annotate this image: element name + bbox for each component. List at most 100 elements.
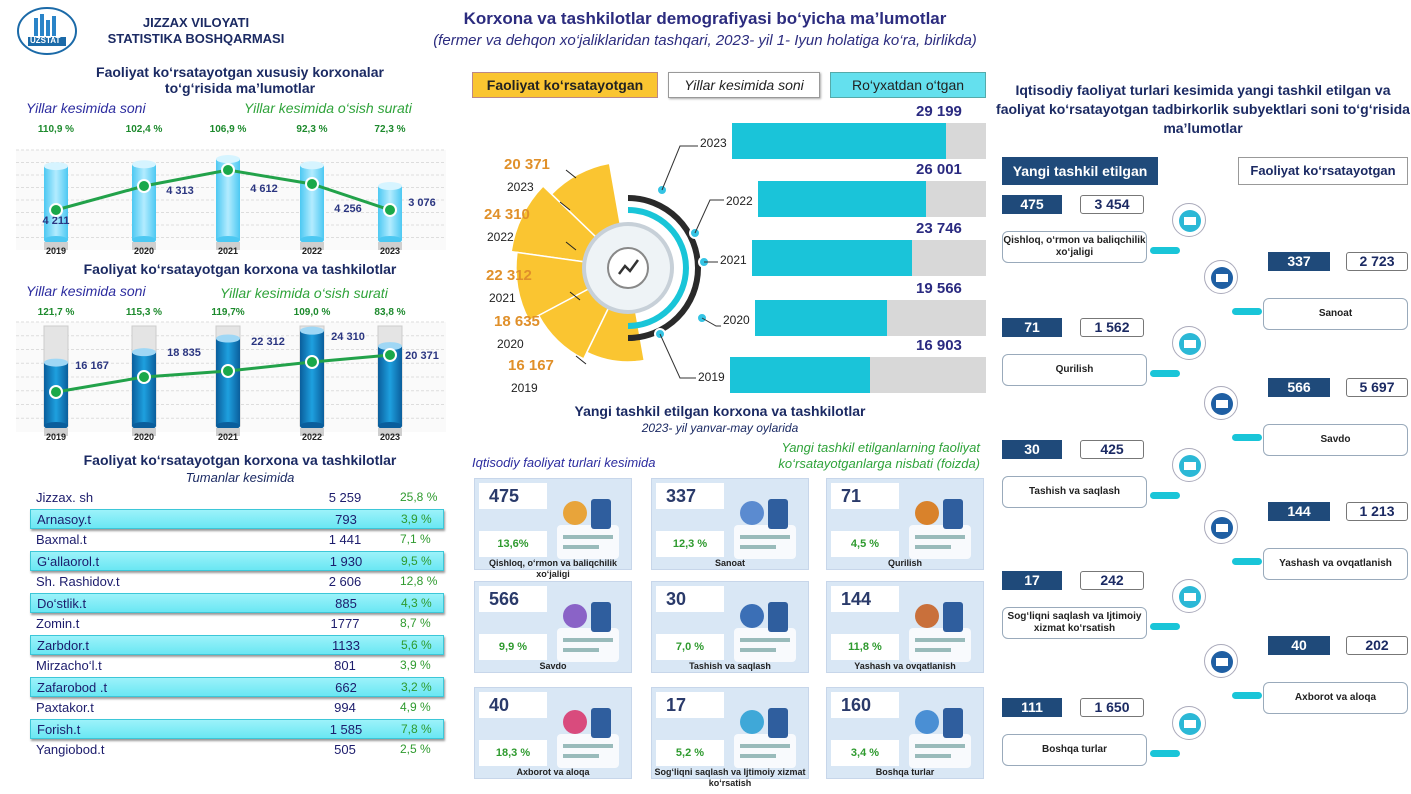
district-row: Baxmal.t 1 441 7,1 %: [30, 530, 444, 550]
card-percent: 11,8 %: [831, 634, 899, 660]
value-label: 24 310: [331, 331, 365, 343]
sector-card: 475 13,6%: [474, 478, 632, 570]
bar-2022: [300, 330, 324, 426]
district-share: 3,9 %: [401, 512, 432, 526]
registered-value: 23 746: [916, 220, 962, 237]
bar-year: 2021: [718, 253, 749, 267]
bar-top: [216, 334, 240, 343]
district-name: Arnasoy.t: [37, 512, 91, 527]
district-row: Arnasoy.t 793 3,9 %: [30, 509, 444, 529]
growth-label: 102,4 %: [126, 124, 163, 135]
active-value: 20 371: [504, 156, 550, 173]
bar-top: [378, 182, 402, 191]
district-share: 7,8 %: [401, 722, 432, 736]
card-percent: 5,2 %: [656, 740, 724, 766]
growth-label: 121,7 %: [38, 307, 75, 318]
growth-point: [137, 370, 151, 384]
growth-label: 72,3 %: [374, 124, 405, 135]
tag-active: Faoliyat ko‘rsatayotgan: [472, 72, 658, 98]
sector-label-box: Qurilish: [1002, 354, 1147, 386]
card-percent: 13,6%: [479, 531, 547, 557]
district-value: 1133: [332, 638, 360, 653]
active-count: 2 723: [1346, 252, 1408, 271]
card-label: Qishloq, o‘rmon va baliqchilik xo‘jaligi: [488, 558, 618, 579]
sector-card: 17 5,2 %: [651, 687, 809, 779]
logo-text: UZSTAT: [30, 36, 61, 45]
year-plate: [300, 428, 324, 436]
new-count: 40: [1268, 636, 1330, 655]
bar-top: [132, 348, 156, 357]
accent-pill: [1150, 370, 1180, 377]
right-caption-2: ko‘rsatayotganlarga nisbati (foizda): [778, 456, 980, 471]
value-label: 4 612: [250, 183, 278, 195]
sector-label-box: Qishloq, o‘rmon va baliqchilik xo‘jaligi: [1002, 231, 1147, 263]
card-label: Qurilish: [887, 558, 922, 568]
value-label: 22 312: [251, 336, 285, 348]
accent-pill: [1232, 308, 1262, 315]
year-plate: [216, 242, 240, 250]
tag-active-right: Faoliyat ko‘rsatayotgan: [1238, 157, 1408, 185]
card-percent: 3,4 %: [831, 740, 899, 766]
card-number: 30: [656, 586, 724, 612]
year-plate: [378, 428, 402, 436]
district-share: 4,3 %: [401, 596, 432, 610]
label-tick: [569, 291, 581, 301]
active-chart-left-label: Yillar kesimida soni: [26, 283, 146, 299]
growth-label: 110,9 %: [38, 124, 74, 135]
accent-pill: [1150, 623, 1180, 630]
registered-bar-2021: [752, 240, 913, 276]
district-share: 2,5 %: [400, 742, 431, 756]
active-chart-title: Faoliyat ko‘rsatayotgan korxona va tashk…: [83, 261, 397, 277]
sector-card: 71 4,5 %: [826, 478, 984, 570]
private-chart-right-label: Yillar kesimida o‘sish surati: [244, 100, 412, 116]
value-label: 16 167: [75, 360, 109, 372]
new-count: 111: [1002, 698, 1062, 717]
right-caption: Yangi tashkil etilganlarning faoliyat ko…: [740, 440, 980, 472]
bar-top: [378, 342, 402, 351]
accent-pill: [1232, 434, 1262, 441]
active-count: 1 562: [1080, 318, 1144, 337]
new-section-sub: 2023- yil yanvar-may oylarida: [641, 421, 799, 435]
value-label: 18 835: [167, 347, 201, 359]
district-share: 12,8 %: [400, 574, 438, 588]
growth-label: 92,3 %: [296, 124, 327, 135]
district-name: Yangiobod.t: [36, 742, 105, 757]
card-percent: 12,3 %: [656, 531, 724, 557]
district-value: 505: [334, 742, 356, 757]
sector-illustration-icon: [726, 588, 804, 668]
tag-registered: Ro‘yxatdan o‘tgan: [830, 72, 986, 98]
health-icon: [1172, 579, 1206, 613]
district-row: Do‘stlik.t 885 4,3 %: [30, 593, 444, 613]
district-share: 5,6 %: [401, 638, 432, 652]
district-name: Baxmal.t: [36, 532, 87, 547]
year-label: 2023: [380, 432, 400, 442]
connector-line: [661, 145, 700, 191]
dining-icon: [1204, 510, 1238, 544]
district-share: 25,8 %: [400, 490, 438, 504]
active-year: 2021: [489, 291, 516, 305]
new-count: 71: [1002, 318, 1062, 337]
active-count: 1 213: [1346, 502, 1408, 521]
sector-card: 566 9,9 %: [474, 581, 632, 673]
right-title: Iqtisodiy faoliyat turlari kesimida yang…: [996, 82, 1410, 136]
bar-2021: [216, 338, 240, 426]
district-value: 1 585: [329, 722, 363, 737]
active-chart: 2019 121,7 % 16 167 2020 115,3 % 18 835 2021 11…: [16, 307, 446, 442]
active-count: 242: [1080, 571, 1144, 590]
active-value: 16 167: [508, 357, 554, 374]
bar-2022: [300, 165, 324, 240]
district-value: 1 441: [328, 532, 362, 547]
globe-icon: [1172, 706, 1206, 740]
growth-point: [137, 179, 151, 193]
district-row: Paxtakor.t 994 4,9 %: [30, 698, 444, 718]
district-row: Mirzacho‘l.t 801 3,9 %: [30, 656, 444, 676]
tractor-icon: [1172, 203, 1206, 237]
district-row: G‘allaorol.t 1 930 9,5 %: [30, 551, 444, 571]
active-value: 18 635: [494, 313, 540, 330]
sector-card: 337 12,3 %: [651, 478, 809, 570]
private-chart-left-label: Yillar kesimida soni: [26, 100, 146, 116]
district-name: Do‘stlik.t: [37, 596, 87, 611]
label-tick: [559, 201, 571, 211]
new-section-title: Yangi tashkil etilgan korxona va tashkil…: [574, 403, 866, 419]
card-number: 71: [831, 483, 899, 509]
